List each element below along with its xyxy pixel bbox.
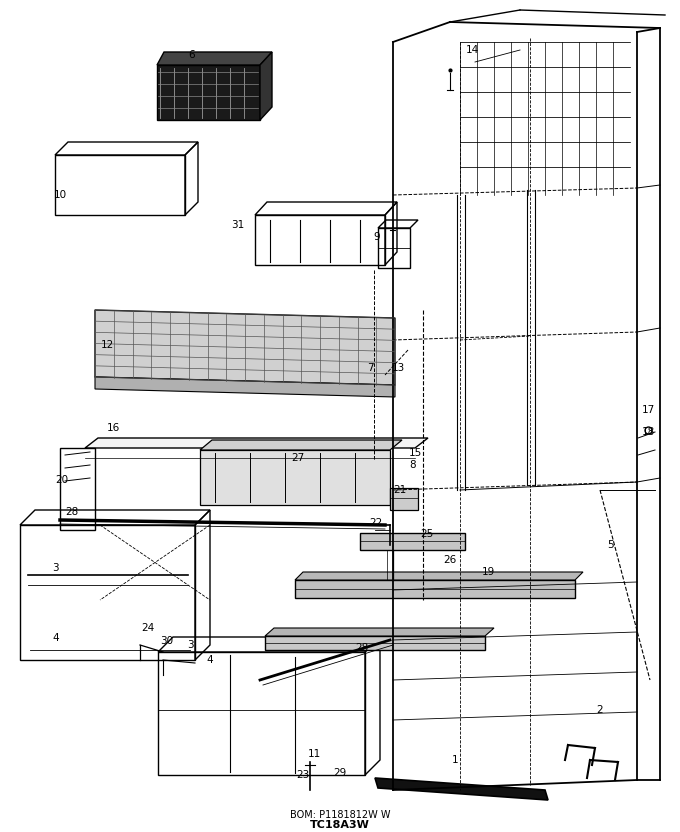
Text: 3: 3 (52, 563, 58, 573)
Text: 21: 21 (393, 485, 407, 495)
Text: 14: 14 (465, 45, 479, 55)
Text: 5: 5 (607, 540, 613, 550)
Text: 12: 12 (101, 340, 114, 350)
Polygon shape (85, 438, 428, 448)
Text: 19: 19 (481, 567, 494, 577)
Text: 1: 1 (452, 755, 458, 765)
Polygon shape (390, 488, 418, 510)
Text: 13: 13 (392, 363, 405, 373)
Polygon shape (200, 450, 390, 505)
Polygon shape (157, 52, 272, 65)
Polygon shape (265, 636, 485, 650)
Text: 15: 15 (409, 448, 422, 458)
Text: 22: 22 (369, 518, 383, 528)
Text: 23: 23 (296, 770, 309, 780)
Polygon shape (295, 572, 583, 580)
Polygon shape (95, 310, 395, 385)
Text: 26: 26 (443, 555, 457, 565)
Polygon shape (295, 580, 575, 598)
Polygon shape (360, 533, 465, 550)
Text: 16: 16 (106, 423, 120, 433)
Text: 10: 10 (54, 190, 67, 200)
Text: BOM: P1181812W W: BOM: P1181812W W (290, 810, 390, 820)
Polygon shape (260, 52, 272, 120)
Text: 11: 11 (307, 749, 321, 759)
Text: 9: 9 (374, 232, 380, 242)
Polygon shape (200, 440, 402, 450)
Text: 3: 3 (187, 640, 193, 650)
Text: 27: 27 (291, 453, 305, 463)
Text: 6: 6 (188, 50, 195, 60)
Text: 30: 30 (160, 636, 173, 646)
Text: TC18A3W: TC18A3W (310, 820, 370, 830)
Text: 31: 31 (231, 220, 245, 230)
Text: 2: 2 (596, 705, 603, 715)
Text: 4: 4 (52, 633, 59, 643)
Text: 20: 20 (56, 475, 69, 485)
Polygon shape (157, 65, 260, 120)
Text: 7: 7 (367, 363, 373, 373)
Text: 4: 4 (207, 655, 214, 665)
Text: 18: 18 (641, 427, 655, 437)
Text: 28: 28 (65, 507, 79, 517)
Polygon shape (95, 377, 395, 397)
Text: 28: 28 (356, 643, 369, 653)
Text: 8: 8 (409, 460, 416, 470)
Text: 29: 29 (333, 768, 347, 778)
Text: 24: 24 (141, 623, 154, 633)
Polygon shape (265, 628, 494, 636)
Text: 25: 25 (420, 529, 434, 539)
Polygon shape (375, 778, 548, 800)
Text: 17: 17 (641, 405, 655, 415)
